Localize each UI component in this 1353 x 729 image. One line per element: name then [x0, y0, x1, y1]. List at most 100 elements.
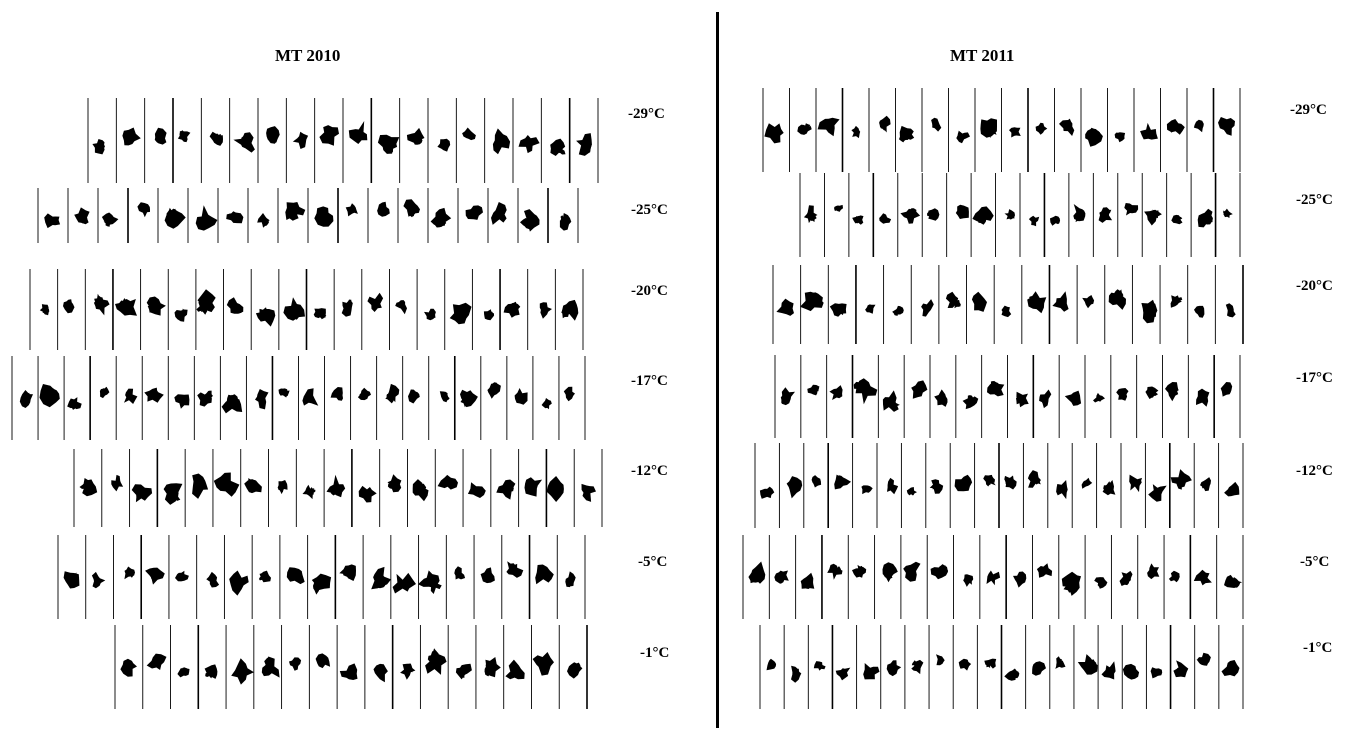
- ice-particle-image: [833, 566, 842, 574]
- ice-particle-image: [939, 565, 949, 576]
- ice-particle-image: [400, 663, 416, 680]
- ice-particle-image: [1013, 571, 1027, 588]
- ice-particle-image: [259, 573, 266, 581]
- ice-particle-image: [957, 132, 964, 138]
- ice-particle-image: [815, 661, 821, 669]
- temp-label-left-1: -25°C: [631, 202, 668, 218]
- panel-divider: [716, 12, 719, 728]
- ice-particle-image: [986, 570, 1001, 586]
- ice-particle-image: [339, 663, 358, 680]
- ice-particle-image: [963, 574, 974, 587]
- temp-label-left-0: -29°C: [628, 106, 665, 122]
- ice-particle-image: [342, 569, 355, 578]
- ice-particle-image: [780, 394, 790, 404]
- ice-particle-image: [319, 125, 339, 146]
- ice-particle-image: [1225, 303, 1236, 318]
- ice-particle-image: [936, 654, 945, 666]
- ice-particle-image: [927, 210, 935, 219]
- ice-particle-image: [1053, 217, 1060, 224]
- ice-particle-image: [326, 474, 346, 498]
- ice-particle-image: [443, 394, 450, 402]
- ice-particle-image: [909, 489, 916, 496]
- ice-particle-image: [136, 489, 146, 498]
- ice-particle-image: [803, 205, 818, 224]
- ice-particle-image: [1175, 295, 1183, 305]
- ice-particle-image: [1104, 208, 1112, 217]
- temp-label-right-1: -25°C: [1296, 192, 1333, 208]
- ice-particle-image: [1201, 481, 1209, 489]
- ice-particle-image: [375, 575, 386, 589]
- ice-particle-image: [392, 572, 416, 594]
- ice-particle-image: [1115, 132, 1121, 139]
- ice-particle-image: [990, 381, 999, 390]
- ice-particle-image: [976, 214, 987, 225]
- ice-particle-image: [560, 215, 568, 224]
- ice-particle-image: [811, 292, 823, 303]
- ice-particle-image: [255, 389, 269, 410]
- ice-particle-image: [407, 663, 414, 673]
- ice-particle-image: [932, 482, 939, 490]
- ice-particle-image: [1010, 669, 1020, 679]
- ice-particle-image: [111, 474, 124, 492]
- ice-particle-image: [581, 138, 592, 154]
- ice-particle-image: [103, 218, 113, 227]
- ice-particle-image: [1035, 122, 1048, 135]
- ice-particle-image: [879, 213, 892, 224]
- ice-particle-image: [1177, 664, 1186, 675]
- ice-particle-image: [79, 478, 91, 489]
- ice-particle-image: [437, 474, 458, 490]
- ice-particle-image: [152, 389, 161, 401]
- ice-particle-image: [520, 217, 532, 230]
- ice-particle-image: [776, 298, 794, 316]
- ice-particle-image: [1140, 122, 1158, 140]
- ice-particle-image: [1224, 481, 1240, 497]
- ice-particle-image: [855, 378, 878, 405]
- ice-particle-image: [921, 299, 934, 317]
- ice-particle-image: [314, 206, 334, 227]
- ice-particle-image: [854, 215, 861, 224]
- ice-particle-image: [288, 306, 301, 320]
- ice-particle-image: [433, 216, 447, 228]
- ice-particle-image: [1193, 569, 1212, 586]
- ice-particle-image: [210, 576, 217, 585]
- ice-particle-image: [1124, 203, 1139, 216]
- ice-particle-image: [1132, 478, 1142, 487]
- ice-particle-image: [205, 672, 213, 679]
- ice-particle-image: [986, 475, 995, 486]
- ice-particle-image: [385, 393, 394, 404]
- ice-particle-image: [984, 658, 997, 669]
- ice-particle-image: [911, 380, 928, 399]
- temp-label-left-5: -5°C: [638, 554, 668, 570]
- ice-particle-image: [1093, 392, 1105, 403]
- ice-particle-image: [1170, 383, 1179, 392]
- ice-particle-image: [810, 214, 817, 222]
- ice-particle-image: [1086, 299, 1092, 307]
- ice-particle-image: [407, 205, 417, 217]
- ice-particle-image: [1170, 295, 1182, 308]
- ice-particle-image: [887, 477, 899, 495]
- ice-particle-image: [967, 577, 974, 585]
- ice-particle-image: [257, 213, 270, 228]
- ice-particle-image: [44, 213, 61, 229]
- ice-particle-image: [425, 648, 447, 675]
- ice-particle-image: [147, 302, 158, 313]
- ice-particle-image: [491, 382, 501, 395]
- ice-particle-image: [514, 388, 528, 405]
- ice-particle-image: [879, 115, 891, 133]
- ice-particle-image: [555, 145, 566, 155]
- ice-particle-image: [1194, 307, 1201, 313]
- ice-particle-image: [1086, 658, 1097, 670]
- ice-particle-image: [213, 472, 240, 497]
- ice-particle-image: [1223, 210, 1228, 215]
- ice-particle-image: [1119, 391, 1125, 399]
- ice-particle-image: [168, 490, 181, 501]
- ice-particle-image: [805, 581, 814, 589]
- ice-particle-image: [330, 387, 343, 401]
- ice-particle-image: [196, 299, 208, 315]
- temp-label-right-3: -17°C: [1296, 370, 1333, 386]
- ice-particle-image: [1052, 291, 1069, 312]
- ice-particle-image: [283, 389, 290, 396]
- ice-particle-image: [358, 485, 377, 503]
- ice-particle-image: [247, 478, 257, 489]
- ice-particle-image: [1218, 117, 1235, 136]
